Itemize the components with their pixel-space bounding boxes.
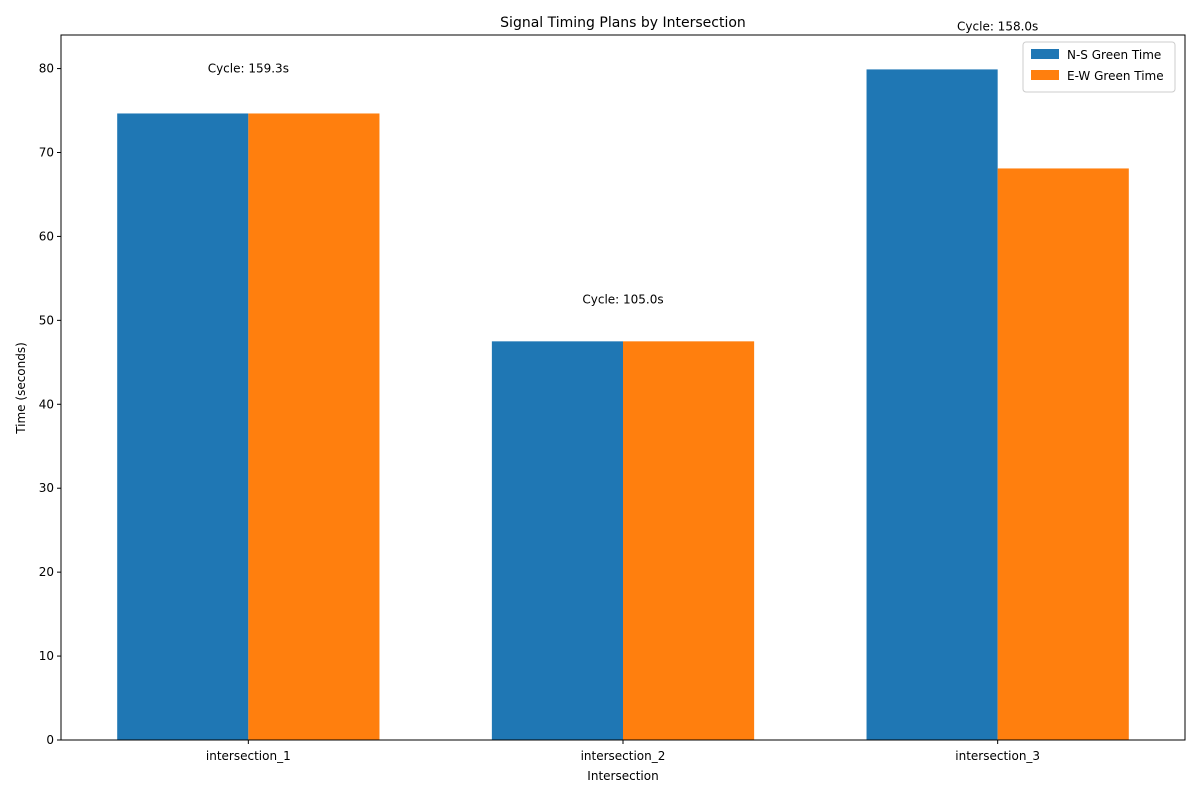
y-tick-label: 30 <box>39 481 54 495</box>
y-axis: 0 10 20 30 40 50 60 70 80 <box>39 62 61 747</box>
legend-label: N-S Green Time <box>1067 48 1161 62</box>
x-axis-label: Intersection <box>587 769 658 783</box>
x-axis: intersection_1 intersection_2 intersection… <box>206 740 1040 763</box>
legend: N-S Green Time E-W Green Time <box>1022 41 1176 93</box>
y-tick-label: 10 <box>39 649 54 663</box>
cycle-annotation: Cycle: 158.0s <box>957 20 1038 34</box>
x-tick-label: intersection_3 <box>955 749 1040 763</box>
bar-ns-intersection_1 <box>117 113 249 741</box>
bar-ew-intersection_3 <box>997 168 1129 741</box>
y-tick-label: 0 <box>46 733 54 747</box>
y-tick-label: 40 <box>39 397 54 411</box>
bar-ns-intersection_3 <box>866 69 998 741</box>
chart-title: Signal Timing Plans by Intersection <box>500 15 746 31</box>
legend-label: E-W Green Time <box>1067 69 1164 83</box>
y-tick-label: 50 <box>39 313 54 327</box>
bar-ew-intersection_1 <box>248 113 380 741</box>
legend-swatch <box>1031 49 1059 59</box>
cycle-annotation: Cycle: 159.3s <box>208 62 289 76</box>
y-axis-label: Time (seconds) <box>14 342 28 435</box>
bar-ew-intersection_2 <box>623 341 755 740</box>
y-tick-label: 20 <box>39 565 54 579</box>
plot-area: Cycle: 159.3s Cycle: 105.0s Cycle: 158.0s <box>117 20 1129 741</box>
legend-box <box>1022 41 1176 93</box>
legend-swatch <box>1031 70 1059 80</box>
y-tick-label: 80 <box>39 62 54 76</box>
bar-ns-intersection_2 <box>491 341 623 740</box>
y-tick-label: 60 <box>39 229 54 243</box>
x-tick-label: intersection_2 <box>581 749 666 763</box>
x-tick-label: intersection_1 <box>206 749 291 763</box>
y-tick-label: 70 <box>39 146 54 160</box>
cycle-annotation: Cycle: 105.0s <box>582 292 663 306</box>
